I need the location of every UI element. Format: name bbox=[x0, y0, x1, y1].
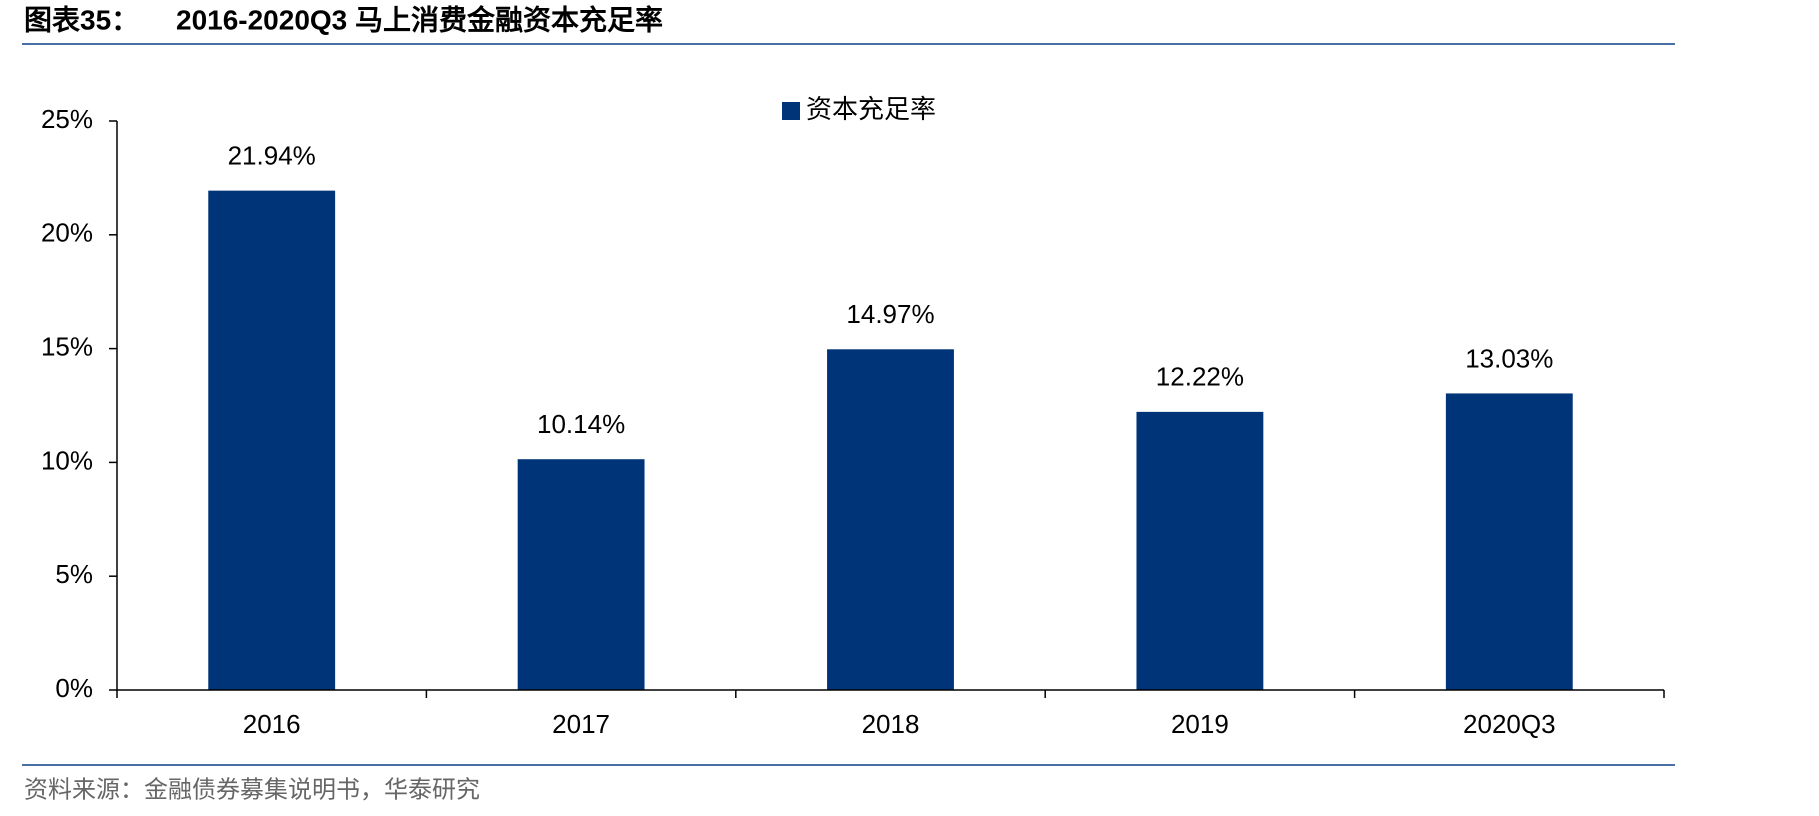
source-note: 资料来源：金融债券募集说明书，华泰研究 bbox=[24, 776, 480, 803]
value-label: 14.97% bbox=[846, 299, 934, 329]
bar bbox=[1136, 411, 1264, 690]
y-tick-label: 20% bbox=[41, 218, 93, 248]
x-tick-label: 2016 bbox=[243, 709, 301, 739]
value-label: 13.03% bbox=[1465, 343, 1553, 373]
x-tick-label: 2019 bbox=[1171, 709, 1229, 739]
bar bbox=[827, 349, 954, 690]
y-tick-label: 15% bbox=[41, 331, 93, 361]
x-tick-label: 2017 bbox=[552, 709, 610, 739]
value-label: 12.22% bbox=[1156, 362, 1244, 392]
chart-title: 2016-2020Q3 马上消费金融资本充足率 bbox=[176, 3, 663, 35]
x-tick-label: 2020Q3 bbox=[1463, 709, 1556, 739]
x-tick-label: 2018 bbox=[862, 709, 920, 739]
y-tick-label: 0% bbox=[55, 673, 93, 703]
y-tick-label: 5% bbox=[55, 559, 93, 589]
value-label: 21.94% bbox=[228, 141, 316, 171]
bar bbox=[517, 459, 645, 690]
legend-swatch bbox=[782, 102, 800, 120]
bar bbox=[208, 190, 336, 690]
legend-label: 资本充足率 bbox=[806, 94, 936, 124]
value-label: 10.14% bbox=[537, 409, 625, 439]
chart-label: 图表35： bbox=[24, 4, 139, 35]
bar bbox=[1445, 393, 1573, 690]
y-tick-label: 10% bbox=[41, 445, 93, 475]
y-tick-label: 25% bbox=[41, 104, 93, 134]
